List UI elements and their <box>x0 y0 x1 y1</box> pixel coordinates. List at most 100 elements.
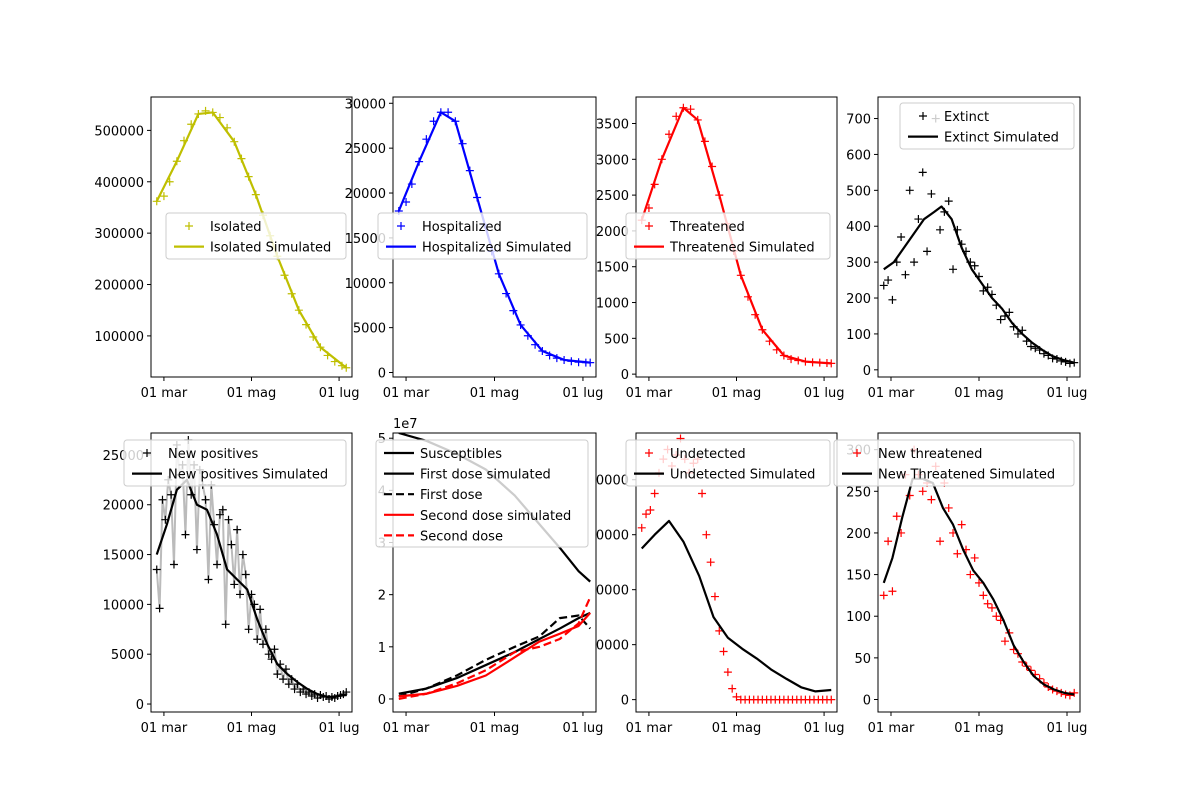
legend-label: First dose simulated <box>420 468 551 483</box>
y-tick-label: 25000 <box>345 142 386 157</box>
x-tick-label: 01 lug <box>319 721 360 736</box>
y-tick-label: 200000 <box>94 279 144 294</box>
data-point <box>152 197 161 206</box>
series-group <box>398 433 592 701</box>
data-point <box>979 591 988 600</box>
y-tick-label: 100 <box>846 328 871 343</box>
data-point <box>710 592 719 601</box>
data-point <box>905 186 914 195</box>
legend-box <box>625 212 831 260</box>
series-extinct-1-line <box>883 205 1075 364</box>
data-point <box>253 635 262 644</box>
series-group <box>637 434 836 704</box>
legend-handle <box>919 112 927 120</box>
y-tick-label: 100000 <box>94 330 144 345</box>
legend-handle <box>397 222 405 230</box>
legend-label: New Threatened Simulated <box>878 468 1055 483</box>
x-tick-label: 01 mar <box>383 386 430 401</box>
data-point <box>723 668 732 677</box>
subplot-grid: 01 mar 01 mag 01 lug 100000 200000 300000 4000… <box>94 96 1087 736</box>
data-point <box>706 558 715 567</box>
y-tick-label: 3500 <box>596 117 629 132</box>
data-point <box>444 108 453 117</box>
x-tick-label: 01 mag <box>712 386 762 401</box>
y-tick-label: 10000 <box>345 277 386 292</box>
y-tick-label: 150 <box>846 569 871 584</box>
series-isolated-1-line <box>155 111 347 369</box>
data-point <box>230 580 239 589</box>
legend-box <box>833 439 1075 487</box>
legend: Extinct Extinct Simulated <box>899 102 1075 150</box>
y-tick-label: 100 <box>846 610 871 625</box>
legend-label: Hospitalized Simulated <box>422 241 572 256</box>
data-point <box>241 570 250 579</box>
data-point <box>642 510 651 519</box>
data-point <box>169 560 178 569</box>
subplot-extinct: 01 mar 01 mag 01 lug 0 100 200 300 400 500 600 700… <box>846 96 1087 401</box>
y-tick-label: 20000 <box>345 187 386 202</box>
legend: Isolated Isolated Simulated <box>165 212 347 260</box>
data-point <box>155 604 164 613</box>
data-point <box>204 575 213 584</box>
data-point <box>167 490 176 499</box>
x-tick-label: 01 lug <box>804 386 845 401</box>
y-tick-label: 2 <box>378 589 386 604</box>
legend-box <box>625 439 831 487</box>
data-point <box>236 590 245 599</box>
data-point <box>273 670 282 679</box>
y-tick-label: 300000 <box>94 227 144 242</box>
data-point <box>342 688 351 697</box>
y-tick-label: 0000 <box>596 639 629 654</box>
data-point <box>910 258 919 267</box>
data-point <box>879 591 888 600</box>
data-point <box>152 565 161 574</box>
data-point <box>879 281 888 290</box>
y-tick-label: 300 <box>846 256 871 271</box>
subplot-isolated: 01 mar 01 mag 01 lug 100000 200000 300000 4000… <box>94 96 359 401</box>
legend-label: Second dose simulated <box>420 509 571 524</box>
x-tick-label: 01 mar <box>141 721 188 736</box>
y-tick-label: 0000 <box>596 584 629 599</box>
data-point <box>901 270 910 279</box>
data-point <box>936 225 945 234</box>
legend-label: New positives <box>168 447 258 462</box>
data-point <box>158 495 167 504</box>
data-point <box>827 695 836 704</box>
data-point <box>261 625 270 634</box>
data-point <box>238 550 247 559</box>
legend-box <box>899 102 1075 150</box>
legend-label: First dose <box>420 488 482 503</box>
data-point <box>646 505 655 514</box>
data-point <box>227 540 236 549</box>
data-point <box>686 105 695 114</box>
data-point <box>181 530 190 539</box>
x-tick-label: 01 mag <box>712 721 762 736</box>
legend-label: Hospitalized <box>422 220 502 235</box>
y-tick-label: 500 <box>604 332 629 347</box>
data-point <box>192 545 201 554</box>
legend-label: Threatened Simulated <box>669 241 815 256</box>
y-tick-label: 5000 <box>353 322 386 337</box>
subplot-threatened: 01 mar 01 mag 01 lug 0 500 1000 1500 2000 2500 30… <box>596 96 845 401</box>
legend: New threatened New Threatened Simulated <box>833 439 1075 487</box>
y-tick-label: 250 <box>846 485 871 500</box>
legend-label: Second dose <box>420 529 503 544</box>
legend-handle <box>853 449 861 457</box>
data-point <box>270 645 279 654</box>
data-point <box>698 489 707 498</box>
legend-box <box>377 212 588 260</box>
data-point <box>279 675 288 684</box>
y-offset-text: 1e7 <box>393 417 418 432</box>
legend-label: New positives Simulated <box>168 468 328 483</box>
data-point <box>233 525 242 534</box>
data-point <box>970 553 979 562</box>
data-point <box>923 247 932 256</box>
data-point <box>914 215 923 224</box>
series-doses-2-line <box>398 614 592 698</box>
series-doses-4-line <box>398 596 592 701</box>
legend-box <box>165 212 347 260</box>
data-point <box>944 503 953 512</box>
y-tick-label: 2500 <box>596 189 629 204</box>
y-tick-label: 400000 <box>94 176 144 191</box>
